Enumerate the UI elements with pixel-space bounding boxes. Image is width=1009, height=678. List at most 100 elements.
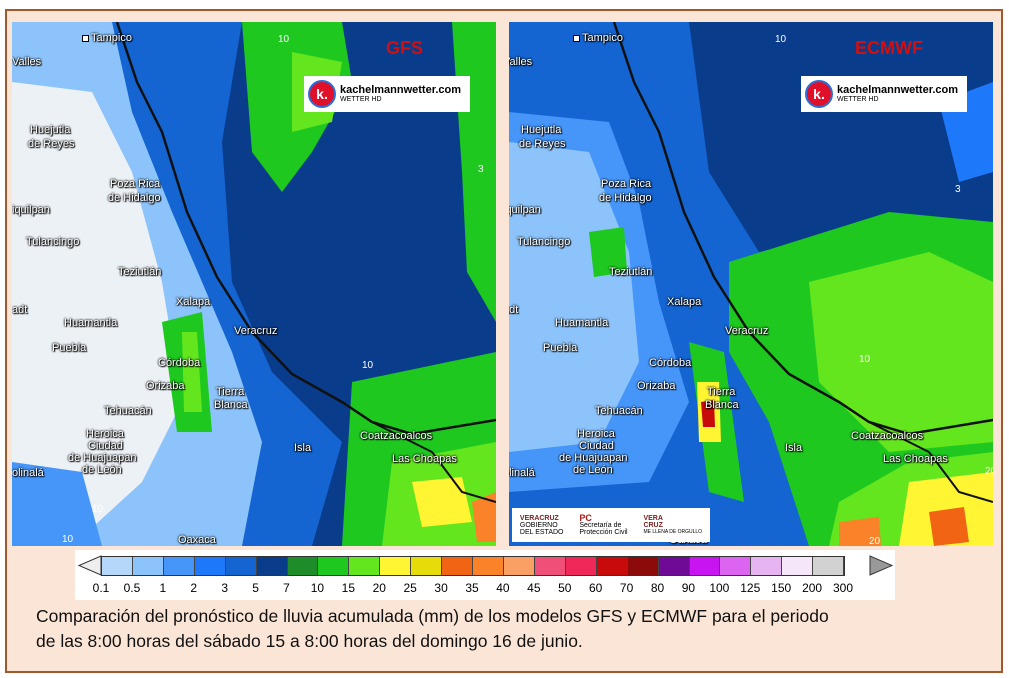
city-label: Oaxaca <box>178 534 216 546</box>
city-label: de Huajuapan <box>68 452 137 464</box>
city-label: Las Choapas <box>392 453 457 465</box>
gfs-map: 10 3 10 10 10 Tampico Valles Huejutla de… <box>12 22 496 546</box>
contour-label: 10 <box>92 504 104 515</box>
contour-label: 10 <box>62 534 74 545</box>
watermark-site: kachelmannwetter.com <box>837 84 959 96</box>
contour-label: 10 <box>775 34 787 45</box>
legend-tick-label: 300 <box>832 581 854 595</box>
watermark-sub: WETTER HD <box>340 96 382 103</box>
veracruz-government-logo: VERACRUZ GOBIERNO DEL ESTADO <box>519 514 564 536</box>
city-label: Tehuacán <box>104 405 152 417</box>
legend-swatch <box>782 557 814 575</box>
city-label: Valles <box>509 56 533 68</box>
government-logos: VERACRUZ GOBIERNO DEL ESTADO PC Secretaría … <box>512 508 710 542</box>
city-label: Huamantla <box>64 317 118 329</box>
city-label: adt <box>509 304 519 316</box>
legend-swatch <box>720 557 752 575</box>
city-label: Las Choapas <box>883 453 948 465</box>
legend-swatch <box>627 557 659 575</box>
city-label: de Hidalgo <box>108 192 161 204</box>
legend-swatch <box>442 557 474 575</box>
proteccion-civil-logo: PC Secretaría de Protección Civil <box>579 512 628 536</box>
legend-tick-label: 125 <box>740 581 761 595</box>
city-label: Xalapa <box>667 296 702 308</box>
contour-label: 20 <box>869 536 881 546</box>
city-label: Córdoba <box>649 357 692 369</box>
city-label: Poza Rica <box>601 178 652 190</box>
city-label: Tulancingo <box>26 236 80 248</box>
city-label: Heroica <box>86 428 124 440</box>
city-label: Veracruz <box>725 325 769 337</box>
city-label: iquilpan <box>509 204 541 216</box>
city-label: Tulancingo <box>517 236 571 248</box>
legend-tick-label: 10 <box>310 581 325 595</box>
legend-tick-label: 20 <box>372 581 386 595</box>
contour-label: 20 <box>985 466 993 477</box>
city-label: adt <box>12 304 28 316</box>
legend-tick-label: 35 <box>465 581 479 595</box>
contour-label: 3 <box>478 164 484 175</box>
city-label: Poza Rica <box>110 178 161 190</box>
watermark-sub: WETTER HD <box>837 96 879 103</box>
city-label: Orizaba <box>146 380 185 392</box>
city-label: Puebla <box>543 342 578 354</box>
legend-swatch <box>256 557 288 575</box>
legend-swatch <box>658 557 690 575</box>
legend-swatch <box>349 557 381 575</box>
city-label: Tampico <box>573 32 623 44</box>
legend-swatch <box>225 557 257 575</box>
kachelmann-watermark: k. kachelmannwetter.com WETTER HD <box>304 76 470 112</box>
contour-label: 3 <box>955 184 961 195</box>
legend-tick-label: 150 <box>771 581 792 595</box>
city-label: Tehuacán <box>595 405 643 417</box>
city-label: de León <box>573 464 613 476</box>
legend-tick-label: 15 <box>341 581 356 595</box>
legend-tick-label: 45 <box>527 581 541 595</box>
gfs-rain-field: 10 3 10 10 10 <box>12 22 496 546</box>
city-label: olinalá <box>509 467 535 479</box>
legend-swatch <box>813 557 845 575</box>
city-label: Heroica <box>577 428 615 440</box>
city-label: Huejutla <box>30 124 71 136</box>
city-label: Orizaba <box>637 380 676 392</box>
legend-swatch <box>534 557 566 575</box>
figure-caption: Comparación del pronóstico de lluvia acu… <box>36 604 829 654</box>
city-label: iquilpan <box>12 204 50 216</box>
legend-swatch <box>596 557 628 575</box>
legend-tick-label: 1 <box>159 581 167 595</box>
city-label: Blanca <box>214 399 248 411</box>
legend-swatch <box>132 557 164 575</box>
kachelmann-logo-icon: k. <box>805 80 833 108</box>
legend-tick-label: 100 <box>709 581 730 595</box>
legend-swatch <box>473 557 504 575</box>
city-label: Ciudad <box>579 440 614 452</box>
legend-min-arrow <box>77 555 102 576</box>
legend-max-arrow <box>869 555 894 576</box>
legend-swatch <box>689 557 721 575</box>
legend-tick-label: 2 <box>190 581 198 595</box>
legend-ticks: 0.1 0.5 1 2 3 5 7 10 15 20 25 30 35 40 45 50 60 70 80 90 100… <box>93 581 853 595</box>
vera-cruz-logo: VERA CRUZ ME LLENA DE ORGULLO <box>643 514 703 535</box>
city-label: Blanca <box>705 399 739 411</box>
city-label: Puebla <box>52 342 87 354</box>
legend-swatch <box>163 557 195 575</box>
city-label: Coatzacoalcos <box>851 430 924 442</box>
legend-tick-label: 90 <box>681 581 696 595</box>
city-label: Isla <box>785 442 803 454</box>
city-label: Huamantla <box>555 317 609 329</box>
city-label: olinalá <box>12 467 44 479</box>
city-label: de Reyes <box>519 138 566 150</box>
city-label: Huejutla <box>521 124 562 136</box>
city-label: Coatzacoalcos <box>360 430 433 442</box>
legend-tick-label: 70 <box>619 581 634 595</box>
city-label: Veracruz <box>234 325 278 337</box>
model-label: GFS <box>386 38 424 58</box>
legend-tick-label: 0.1 <box>92 581 110 595</box>
legend-swatch <box>194 557 226 575</box>
legend-swatch <box>751 557 783 575</box>
legend-tick-label: 200 <box>802 581 823 595</box>
city-label: Teziutlán <box>609 266 653 278</box>
city-label: Teziutlán <box>118 266 162 278</box>
city-label: de Hidalgo <box>599 192 652 204</box>
contour-label: 10 <box>278 34 290 45</box>
